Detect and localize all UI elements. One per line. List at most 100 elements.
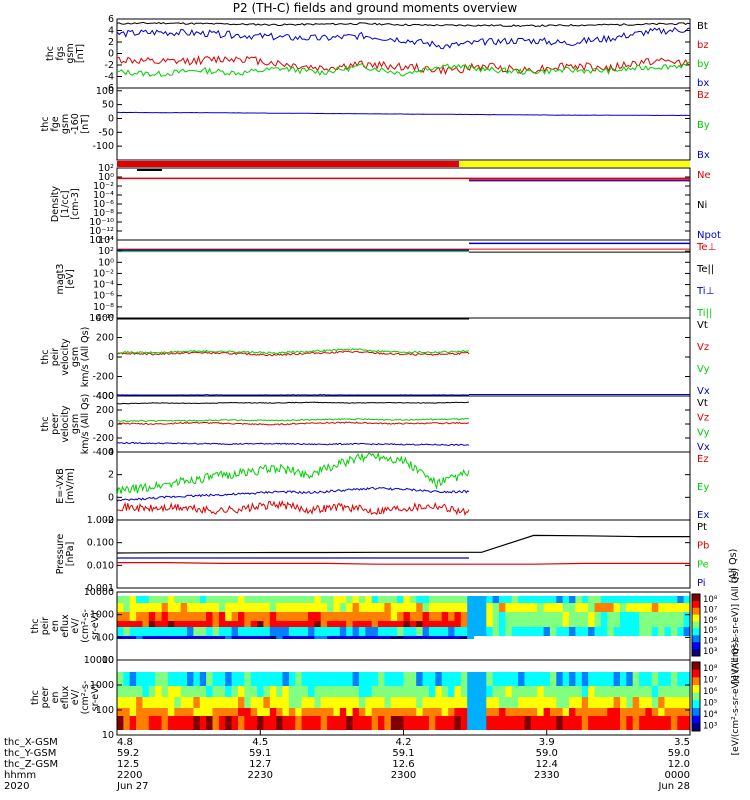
- peer_spectrogram-cell: [448, 708, 455, 716]
- peir_spectrogram-cell: [492, 627, 500, 636]
- peer_spectrogram-cell: [155, 672, 163, 686]
- peir_spectrogram-cell: [358, 596, 366, 603]
- peir_spectrogram-cell: [161, 596, 169, 603]
- peer_spectrogram-cell: [117, 672, 124, 686]
- peir_spectrogram-cell: [129, 612, 137, 621]
- peer_spectrogram-cell: [397, 697, 404, 708]
- pressure-legend: Pt: [697, 522, 707, 533]
- peir_spectrogram-cell: [346, 627, 354, 636]
- peir_spectrogram-cell: [327, 636, 334, 639]
- peir_spectrogram-cell: [238, 596, 245, 603]
- peer_spectrogram-cell: [632, 697, 640, 708]
- peer_spectrogram-colorbar-tick: 10³: [703, 721, 717, 731]
- peer_spectrogram-cell: [308, 686, 315, 697]
- xaxis-row-label: hhmm: [4, 770, 36, 781]
- peir_spectrogram-cell: [486, 596, 494, 603]
- peer_spectrogram-cell: [365, 697, 373, 708]
- peir_spectrogram-cell: [225, 627, 233, 636]
- peer_spectrogram-cell: [473, 708, 481, 716]
- xaxis-tick-label: 59.0: [536, 748, 558, 759]
- peer_spectrogram-cell: [276, 672, 284, 686]
- peir_spectrogram-cell: [212, 627, 220, 636]
- peir_spectrogram-cell: [543, 603, 551, 612]
- peir_spectrogram-cell: [269, 621, 277, 627]
- peir_spectrogram-cell: [569, 612, 576, 627]
- peir_spectrogram-cell: [518, 603, 525, 612]
- peir_spectrogram-cell: [225, 636, 233, 639]
- peer_spectrogram-cell: [537, 672, 545, 686]
- peir_spectrogram-cell: [123, 636, 131, 639]
- peir_spectrogram-cell: [155, 612, 163, 621]
- peer_spectrogram-cell: [161, 686, 169, 697]
- peir_spectrogram-cell: [607, 596, 615, 603]
- peer_spectrogram-cell: [358, 686, 366, 697]
- peer_spectrogram-cell: [199, 672, 207, 686]
- peir_spectrogram-cell: [683, 612, 691, 627]
- temperature-ylabel: [eV]: [65, 269, 76, 289]
- peir_spectrogram-cell: [429, 603, 436, 612]
- peer_spectrogram-cell: [384, 697, 392, 708]
- peer_spectrogram-cell: [479, 686, 487, 697]
- peer_velocity-ylabel: peer: [50, 413, 61, 435]
- peir_spectrogram-colorbar-swatch: [692, 621, 700, 629]
- peir_spectrogram-cell: [269, 596, 277, 603]
- xaxis-tick-label: 59.0: [668, 748, 690, 759]
- peir_spectrogram-cell: [180, 621, 188, 627]
- peer_spectrogram-cell: [620, 708, 627, 716]
- peir_spectrogram-cell: [632, 612, 640, 627]
- peer_spectrogram-cell: [454, 697, 462, 708]
- peer_spectrogram-cell: [505, 672, 513, 686]
- peer_spectrogram-cell: [499, 686, 506, 697]
- peer_spectrogram-cell: [403, 697, 411, 708]
- peer_spectrogram-cell: [193, 708, 201, 716]
- peer_spectrogram-cell: [416, 672, 424, 686]
- peir_spectrogram-cell: [505, 627, 513, 636]
- peer_spectrogram-cell: [276, 697, 284, 708]
- peer_spectrogram-cell: [378, 716, 385, 730]
- peer_spectrogram-cell: [225, 716, 233, 730]
- peir_spectrogram-cell: [588, 603, 595, 612]
- peir_spectrogram-cell: [683, 603, 691, 612]
- peir_spectrogram-cell: [588, 627, 595, 636]
- xaxis-tick-label: 59.1: [392, 748, 414, 759]
- fgs-series-Bt: [116, 21, 691, 28]
- peir_spectrogram-cell: [218, 636, 226, 639]
- peir_spectrogram-cell: [435, 596, 443, 603]
- peir_spectrogram-cell: [276, 612, 284, 621]
- peir_spectrogram-cell: [454, 636, 462, 639]
- peer_spectrogram-cell: [658, 686, 666, 697]
- peer_spectrogram-cell: [314, 686, 322, 697]
- peer_spectrogram-ylabel: (cm²-s-: [80, 681, 91, 715]
- xaxis-tick-label: 2230: [248, 770, 273, 781]
- temperature-tick-label: 10⁻⁸: [93, 302, 114, 313]
- peir_spectrogram-cell: [371, 603, 379, 612]
- peir_spectrogram-cell: [416, 627, 424, 636]
- peir_spectrogram-cell: [288, 636, 296, 639]
- fge-legend: Bx: [697, 150, 710, 161]
- peir_spectrogram-cell: [257, 621, 264, 627]
- peer_spectrogram-cell: [594, 697, 602, 708]
- peir_spectrogram-cell: [378, 636, 385, 639]
- peir_spectrogram-cell: [632, 627, 640, 636]
- peir_spectrogram-cell: [403, 603, 411, 612]
- peir_spectrogram-cell: [524, 596, 532, 603]
- peir_spectrogram-cell: [384, 603, 392, 612]
- peer_spectrogram-cell: [390, 686, 398, 697]
- peir_spectrogram-cell: [161, 603, 169, 612]
- peer_spectrogram-cell: [620, 716, 627, 730]
- peir_velocity-tick-label: 400: [96, 313, 114, 324]
- peir_spectrogram-cell: [607, 612, 615, 627]
- peir_spectrogram-cell: [467, 627, 475, 636]
- peer_spectrogram-cell: [225, 686, 233, 697]
- peir_spectrogram-cell: [123, 596, 131, 603]
- peer_spectrogram-cell: [575, 686, 583, 697]
- peir_spectrogram-cell: [276, 603, 284, 612]
- peer_spectrogram-cell: [129, 697, 137, 708]
- peir_spectrogram-cell: [320, 612, 328, 621]
- peer_spectrogram-cell: [142, 708, 150, 716]
- peer_spectrogram-cell: [250, 697, 258, 708]
- peer_spectrogram-cell: [371, 686, 379, 697]
- peir_spectrogram-cell: [123, 612, 131, 621]
- peer_spectrogram-cell: [651, 672, 659, 686]
- pressure-tick-label: 0.010: [87, 560, 114, 571]
